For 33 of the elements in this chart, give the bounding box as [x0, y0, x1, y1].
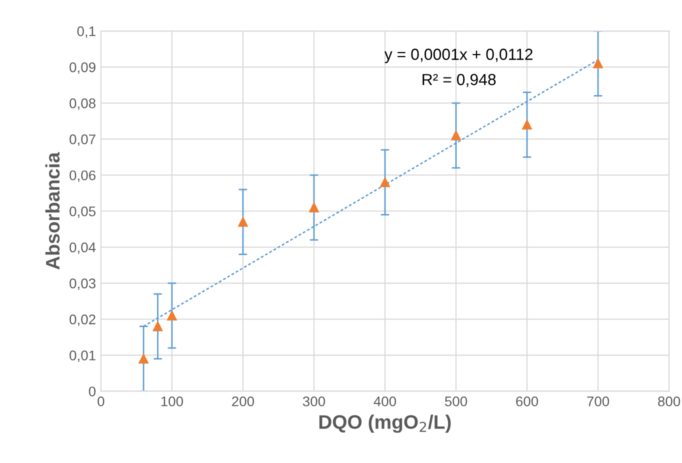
- annotation: y = 0,0001x + 0,0112: [384, 48, 532, 64]
- y-tick-label: 0,09: [70, 62, 96, 74]
- y-tick-label: 0,07: [70, 134, 96, 146]
- annotation: R² = 0,948: [422, 74, 496, 88]
- point: [309, 202, 319, 212]
- point: [380, 177, 390, 188]
- y-tick-label: 0,08: [70, 98, 96, 110]
- x-tick-label: 500: [444, 396, 468, 406]
- x-tick-label: 600: [516, 396, 538, 406]
- x-tick-label: 800: [658, 396, 680, 406]
- x-tick-label: 100: [161, 396, 183, 406]
- y-tick-label: 0,01: [70, 350, 96, 362]
- y-tick-label: 0,03: [70, 278, 96, 290]
- x-tick-label: 400: [374, 396, 396, 406]
- y-tick-label: 0,04: [70, 242, 96, 254]
- point: [522, 120, 532, 130]
- x-tick-label: 200: [232, 396, 254, 406]
- point: [167, 310, 177, 320]
- point: [593, 58, 603, 68]
- y-tick-label: 0: [88, 386, 96, 396]
- y-axis-title: Absorbancia: [45, 152, 60, 270]
- x-tick-label: 700: [587, 396, 610, 406]
- x-tick-label: 0: [98, 396, 104, 406]
- point: [152, 322, 163, 332]
- y-tick-label: 0,1: [77, 26, 96, 38]
- y-tick-label: 0,02: [70, 314, 96, 326]
- x-tick-label: 300: [302, 396, 326, 406]
- x-axis-title: DQO (mgO$_{2}$/L): [319, 414, 451, 433]
- point: [138, 354, 148, 364]
- y-tick-label: 0,05: [70, 206, 96, 218]
- point: [451, 130, 461, 140]
- y-tick-label: 0,06: [70, 170, 96, 182]
- point: [238, 217, 248, 227]
